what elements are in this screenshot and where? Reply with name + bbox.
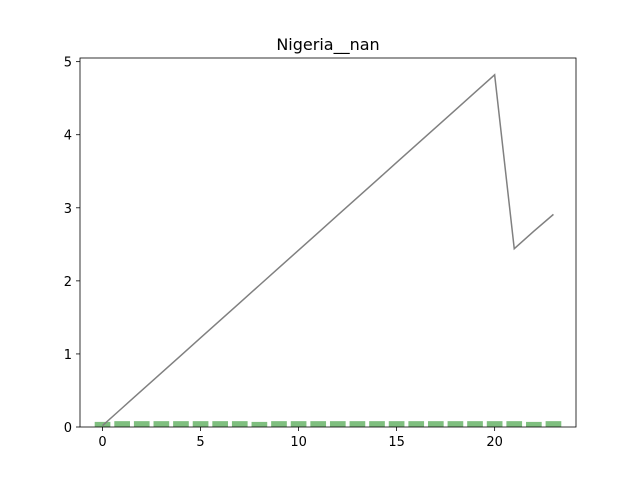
- bar-17: [427, 421, 444, 427]
- bar-8: [251, 421, 268, 427]
- bar-11: [310, 421, 327, 427]
- bar-6: [212, 421, 229, 427]
- line-series-1: [102, 73, 554, 427]
- bar-1: [114, 421, 130, 427]
- x-tick-label-15: 15: [388, 435, 405, 450]
- x-tick-label-10: 10: [290, 435, 307, 450]
- y-tick-label-4: 4: [64, 129, 72, 144]
- x-tick-label-0: 0: [98, 435, 106, 450]
- bar-12: [329, 421, 346, 427]
- bar-9: [271, 421, 287, 427]
- plot-frame: [79, 57, 577, 428]
- bar-2: [133, 421, 150, 427]
- bar-5: [192, 421, 209, 427]
- bar-10: [290, 421, 307, 427]
- bar-13: [349, 421, 366, 427]
- x-tick-label-20: 20: [486, 435, 503, 450]
- bar-20: [486, 421, 503, 427]
- y-tick-label-5: 5: [64, 56, 72, 71]
- bar-19: [467, 421, 483, 427]
- bar-series: [94, 421, 562, 427]
- y-tick-label-3: 3: [64, 202, 72, 217]
- axes: 0 5 10 15 20 0 1 2 3 4 5: [64, 56, 577, 450]
- bar-22: [526, 421, 542, 427]
- bar-18: [447, 421, 464, 427]
- y-tick-label-1: 1: [64, 348, 72, 363]
- bar-14: [369, 421, 385, 427]
- line-series: [102, 73, 554, 427]
- chart-title: Nigeria__nan: [276, 35, 379, 55]
- bar-21: [506, 421, 523, 427]
- bar-7: [231, 421, 248, 427]
- bar-23: [545, 421, 562, 427]
- bar-3: [153, 421, 170, 427]
- bar-4: [173, 421, 189, 427]
- y-tick-label-2: 2: [64, 275, 72, 290]
- y-tick-label-0: 0: [64, 421, 72, 436]
- bar-15: [388, 421, 405, 427]
- bar-0: [94, 421, 111, 427]
- x-tick-label-5: 5: [196, 435, 204, 450]
- bar-16: [408, 421, 425, 427]
